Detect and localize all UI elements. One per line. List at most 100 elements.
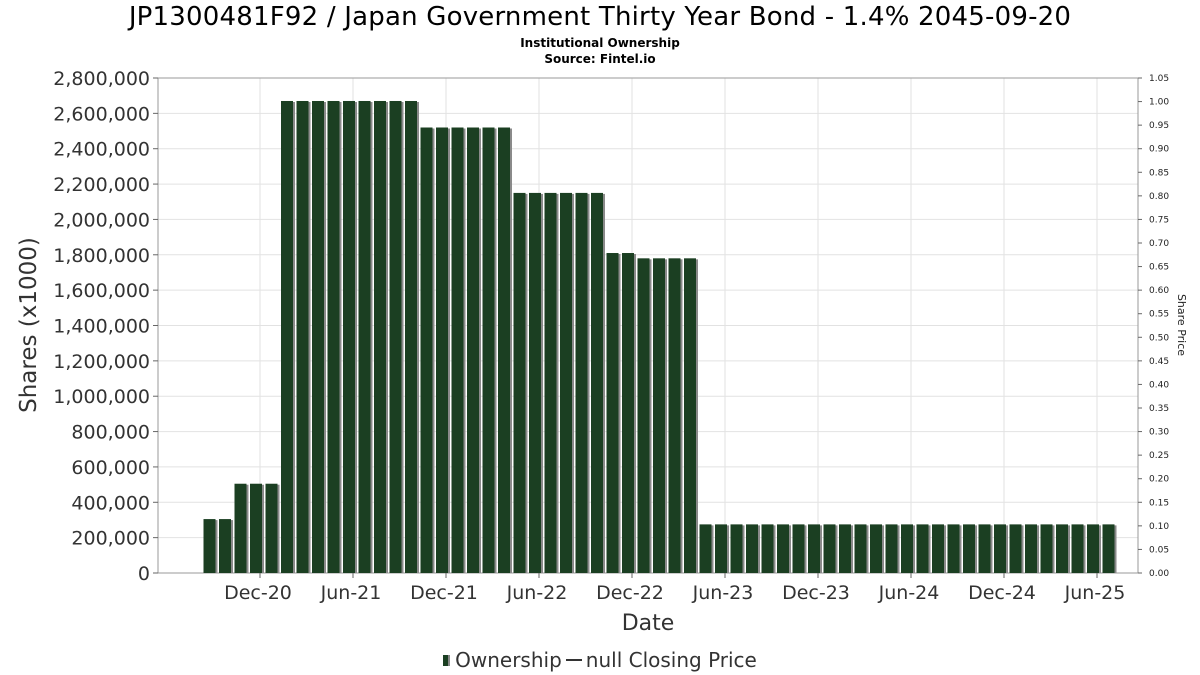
y2-tick-label: 0.70 bbox=[1149, 239, 1169, 249]
ownership-bar bbox=[932, 524, 944, 573]
ownership-bar bbox=[420, 127, 433, 573]
ownership-bar bbox=[560, 192, 572, 574]
ownership-bar bbox=[374, 100, 386, 573]
ownership-bar bbox=[1071, 524, 1084, 573]
ownership-bar bbox=[1025, 524, 1037, 573]
ownership-bar bbox=[575, 192, 588, 574]
ownership-bar bbox=[606, 253, 619, 573]
y-tick-label: 600,000 bbox=[71, 457, 150, 479]
ownership-bar bbox=[265, 483, 278, 573]
y-tick-label: 1,000,000 bbox=[53, 386, 150, 408]
chart-source: Source: Fintel.io bbox=[544, 52, 656, 66]
ownership-bar bbox=[591, 192, 603, 574]
y-tick-label: 2,800,000 bbox=[53, 68, 150, 90]
y-tick-label: 1,600,000 bbox=[53, 280, 150, 302]
y2-tick-label: 0.60 bbox=[1149, 286, 1169, 296]
x-tick-label: Jun-23 bbox=[692, 582, 754, 604]
chart-title: JP1300481F92 / Japan Government Thirty Y… bbox=[128, 2, 1072, 32]
ownership-bar bbox=[203, 519, 216, 573]
y-tick-label: 2,400,000 bbox=[53, 139, 150, 161]
y2-tick-label: 0.65 bbox=[1149, 263, 1169, 273]
ownership-bar bbox=[358, 100, 371, 573]
y-tick-label: 2,600,000 bbox=[53, 103, 150, 125]
y-tick-label: 1,200,000 bbox=[53, 351, 150, 373]
x-tick-label: Dec-22 bbox=[596, 582, 664, 604]
y2-tick-label: 0.90 bbox=[1149, 145, 1169, 155]
ownership-bar bbox=[498, 127, 510, 573]
ownership-bar bbox=[1009, 524, 1022, 573]
ownership-bar bbox=[653, 258, 665, 573]
ownership-bar bbox=[436, 127, 448, 573]
ownership-bar bbox=[637, 258, 650, 573]
ownership-bar bbox=[343, 100, 355, 573]
ownership-bar bbox=[281, 100, 293, 573]
ownership-bar bbox=[792, 524, 805, 573]
ownership-bar bbox=[885, 524, 898, 573]
y2-axis-title: Share Price bbox=[1175, 294, 1188, 356]
ownership-bar bbox=[451, 127, 464, 573]
x-tick-label: Dec-20 bbox=[224, 582, 292, 604]
ownership-bar bbox=[746, 524, 758, 573]
ownership-legend-label: Ownership bbox=[455, 648, 562, 672]
ownership-bar bbox=[870, 524, 882, 573]
y-tick-label: 200,000 bbox=[71, 528, 150, 550]
ownership-bar bbox=[808, 524, 820, 573]
ownership-bar bbox=[947, 524, 960, 573]
y-axis-title: Shares (x1000) bbox=[16, 237, 42, 413]
y2-tick-label: 1.05 bbox=[1149, 74, 1169, 84]
ownership-bar bbox=[482, 127, 495, 573]
ownership-bar bbox=[963, 524, 975, 573]
y2-tick-label: 1.00 bbox=[1149, 98, 1169, 108]
y-tick-label: 800,000 bbox=[71, 422, 150, 444]
y2-tick-label: 0.00 bbox=[1149, 569, 1169, 579]
y2-tick-label: 0.30 bbox=[1149, 428, 1169, 438]
chart-subtitle: Institutional Ownership bbox=[520, 36, 680, 50]
ownership-bar bbox=[296, 100, 309, 573]
y2-tick-label: 0.35 bbox=[1149, 404, 1169, 414]
ownership-legend-swatch bbox=[443, 655, 451, 666]
ownership-bar bbox=[1040, 524, 1053, 573]
x-tick-label: Jun-25 bbox=[1064, 582, 1126, 604]
x-tick-label: Dec-24 bbox=[968, 582, 1036, 604]
y-tick-label: 0 bbox=[138, 563, 150, 585]
y2-tick-label: 0.75 bbox=[1149, 215, 1169, 225]
y2-tick-label: 0.10 bbox=[1149, 522, 1169, 532]
y2-tick-label: 0.15 bbox=[1149, 498, 1169, 508]
y-tick-label: 1,800,000 bbox=[53, 245, 150, 267]
ownership-bar bbox=[668, 258, 681, 573]
y2-tick-label: 0.45 bbox=[1149, 357, 1169, 367]
chart-legend: Ownership null Closing Price bbox=[0, 648, 1200, 672]
ownership-bar bbox=[715, 524, 727, 573]
ownership-bar bbox=[389, 100, 402, 573]
x-tick-label: Jun-21 bbox=[320, 582, 382, 604]
ownership-bar bbox=[823, 524, 836, 573]
x-tick-label: Dec-21 bbox=[410, 582, 478, 604]
ownership-bar bbox=[854, 524, 867, 573]
y2-tick-label: 0.05 bbox=[1149, 545, 1169, 555]
ownership-bar bbox=[513, 192, 526, 574]
ownership-bar bbox=[467, 127, 479, 573]
ownership-bar bbox=[312, 100, 324, 573]
y2-tick-label: 0.20 bbox=[1149, 475, 1169, 485]
x-tick-label: Jun-24 bbox=[878, 582, 940, 604]
y-tick-label: 2,200,000 bbox=[53, 174, 150, 196]
ownership-bar bbox=[777, 524, 789, 573]
price-legend-line bbox=[565, 659, 582, 661]
ownership-bar bbox=[839, 524, 851, 573]
ownership-bar bbox=[529, 192, 541, 574]
y2-tick-label: 0.80 bbox=[1149, 192, 1169, 202]
ownership-bar bbox=[761, 524, 774, 573]
y2-tick-label: 0.55 bbox=[1149, 310, 1169, 320]
ownership-bar bbox=[327, 100, 340, 573]
ownership-bar bbox=[1056, 524, 1068, 573]
ownership-bar bbox=[1102, 524, 1115, 573]
ownership-bar bbox=[901, 524, 913, 573]
y2-tick-label: 0.95 bbox=[1149, 121, 1169, 131]
y2-tick-label: 0.50 bbox=[1149, 333, 1169, 343]
ownership-bar bbox=[978, 524, 991, 573]
y2-tick-label: 0.25 bbox=[1149, 451, 1169, 461]
x-tick-label: Jun-22 bbox=[506, 582, 568, 604]
ownership-bar bbox=[250, 483, 262, 573]
ownership-bar bbox=[730, 524, 743, 573]
